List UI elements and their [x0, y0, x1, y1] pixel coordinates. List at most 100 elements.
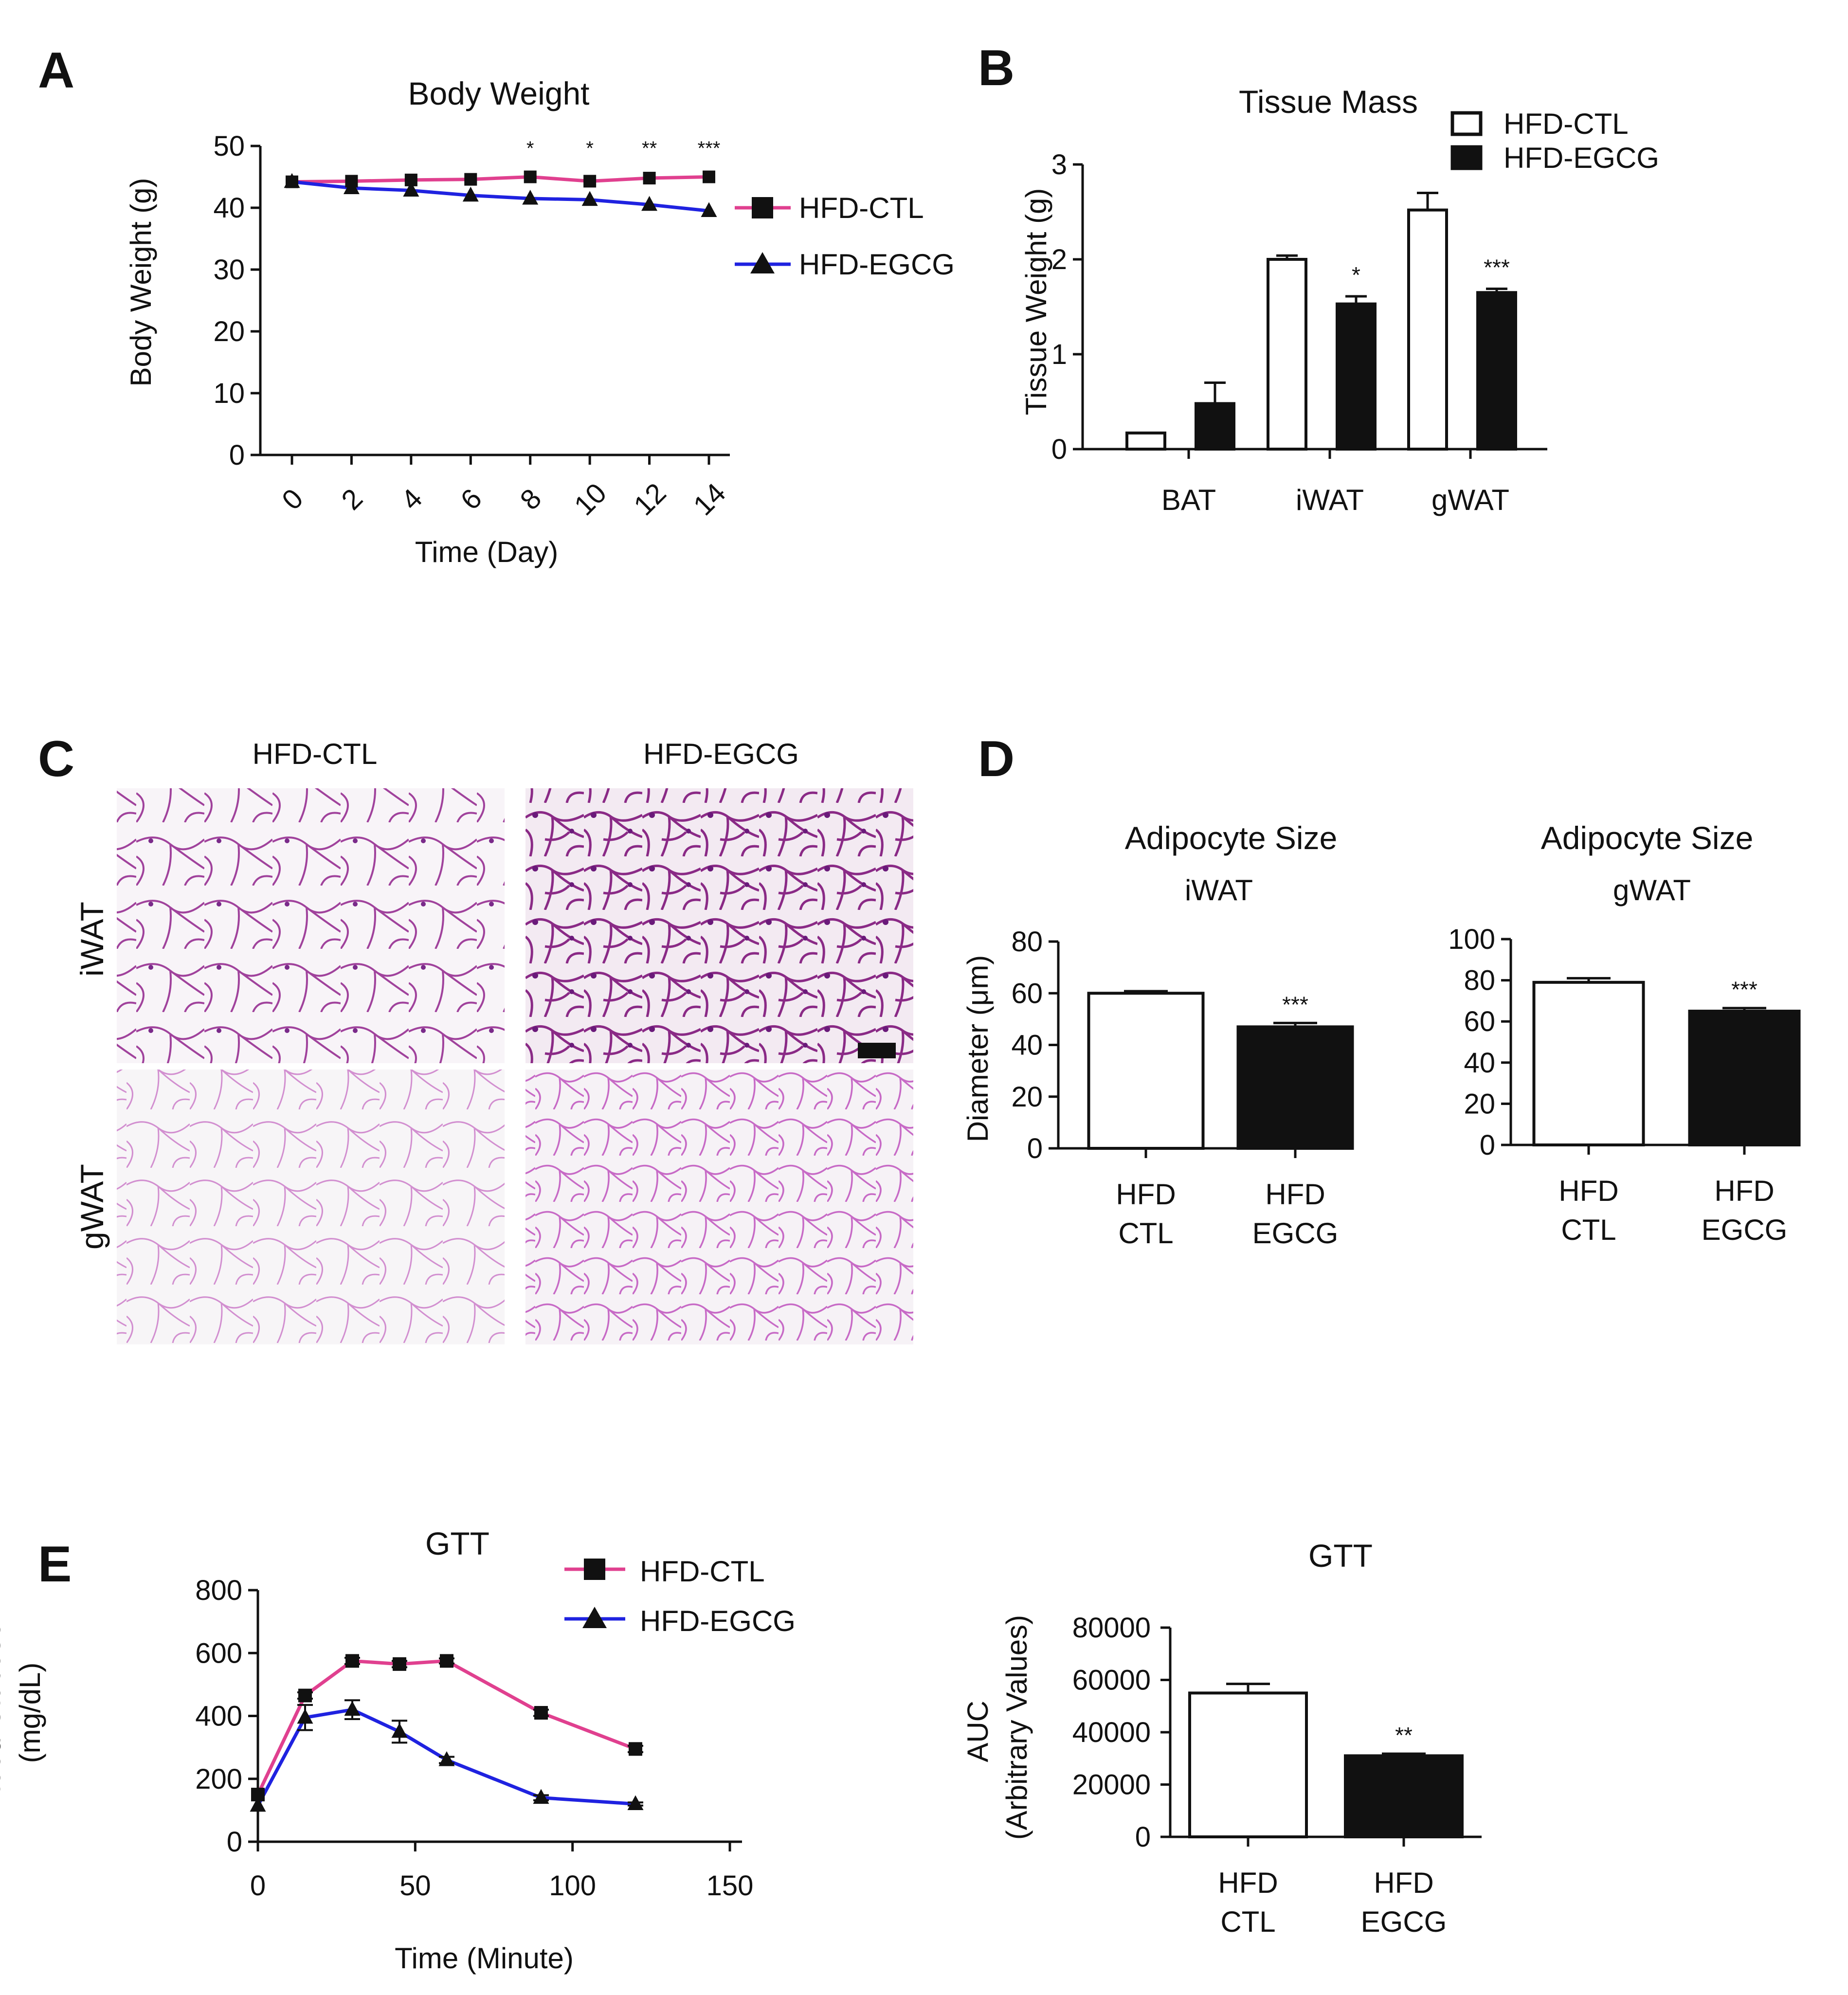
data-point-egcg	[438, 1751, 455, 1766]
x-tick-label: HFD CTL	[1218, 1867, 1278, 1938]
x-tick-label-line: HFD	[1265, 1178, 1325, 1211]
bar-bat-ctl	[1125, 431, 1166, 451]
y-tick-label: 40	[213, 192, 245, 224]
significance-label: *	[586, 138, 594, 159]
y-tick-label: 100	[1448, 924, 1495, 955]
significance-label: ***	[1282, 992, 1308, 1017]
bar-gwat-egcg	[1476, 291, 1517, 451]
data-point-ctl	[440, 1654, 453, 1668]
chart-subtitle: iWAT	[1185, 874, 1253, 907]
y-axis-label: Tissue Weight (g)	[1020, 188, 1052, 416]
chart-title: Body Weight	[408, 75, 590, 111]
x-tick-label: HFD EGCG	[1702, 1175, 1788, 1246]
series-line-egcg	[291, 180, 709, 213]
legend-marker-egcg	[582, 1607, 607, 1628]
histology-image-iwat-egcg	[525, 788, 913, 1063]
histology-image-iwat-ctl	[117, 788, 505, 1063]
data-point-egcg	[462, 186, 479, 202]
x-tick-label-line: CTL	[1118, 1217, 1173, 1250]
y-tick-label: 40	[1011, 1030, 1043, 1061]
chart-gtt-curve: GTT Time (Minute) Blood Glucose (mg/dL) …	[0, 1525, 796, 1975]
chart-gtt-auc: GTT AUC (Arbitrary Values) 0 20000 40000 60…	[961, 1538, 1482, 1938]
histology-image-gwat-ctl	[117, 1070, 505, 1344]
x-tick-label: 14	[687, 477, 732, 522]
x-tick-label: 0	[276, 483, 309, 516]
panel-letter-d: D	[978, 731, 1015, 787]
data-point-egcg	[250, 1796, 266, 1812]
y-axis-label-line1: AUC	[961, 1701, 994, 1762]
y-tick-label: 50	[213, 130, 245, 162]
histology-panel: HFD-CTL HFD-EGCG iWAT gWAT	[74, 738, 913, 1344]
y-tick-label: 80	[1011, 926, 1043, 958]
x-tick-label-line: HFD	[1116, 1178, 1176, 1211]
y-axis-label-line2: (Arbitrary Values)	[1000, 1615, 1033, 1840]
x-tick-label-line: EGCG	[1361, 1905, 1447, 1938]
data-point-ctl	[298, 1688, 312, 1703]
data-point-ctl	[464, 173, 477, 186]
y-tick-label: 0	[1480, 1129, 1495, 1161]
data-point-ctl	[703, 170, 715, 183]
significance-label: **	[642, 138, 657, 159]
panel-letter-b: B	[978, 40, 1015, 96]
data-point-egcg	[533, 1789, 549, 1804]
significance-label: ***	[1731, 977, 1757, 1002]
x-tick-label: 2	[335, 483, 369, 516]
scale-bar	[858, 1043, 896, 1058]
y-axis-label: AUC (Arbitrary Values)	[961, 1615, 1033, 1840]
chart-title: GTT	[425, 1525, 489, 1561]
col-header-ctl: HFD-CTL	[253, 738, 378, 770]
y-tick-label: 800	[195, 1575, 242, 1606]
bar-bat-egcg	[1195, 402, 1235, 451]
y-tick-label: 20000	[1072, 1769, 1151, 1801]
significance-label: **	[1395, 1723, 1413, 1748]
y-axis-label-line1: Blood Glucose	[0, 1622, 6, 1812]
x-tick-label-line: EGCG	[1702, 1214, 1788, 1246]
x-tick-label: 100	[549, 1870, 596, 1902]
bar-ctl	[1087, 992, 1205, 1150]
data-point-ctl	[524, 170, 537, 183]
panel-letter-c: C	[38, 731, 74, 787]
x-tick-label: BAT	[1161, 484, 1216, 516]
x-tick-label-line: CTL	[1561, 1214, 1616, 1246]
chart-subtitle: gWAT	[1613, 874, 1691, 907]
x-tick-label: 150	[707, 1870, 754, 1902]
col-header-egcg: HFD-EGCG	[643, 738, 799, 770]
legend-swatch-egcg	[1450, 145, 1483, 170]
legend: HFD-CTL HFD-EGCG	[1450, 108, 1659, 174]
data-point-egcg	[344, 1701, 361, 1716]
bar-ctl	[1188, 1691, 1308, 1838]
y-tick-label: 0	[227, 1826, 242, 1858]
y-tick-label: 20	[213, 316, 245, 347]
histology-image-gwat-egcg	[525, 1070, 913, 1344]
x-tick-label: HFD CTL	[1116, 1178, 1176, 1250]
chart-title: GTT	[1308, 1538, 1373, 1574]
data-point-ctl	[629, 1742, 642, 1756]
row-header-gwat: gWAT	[74, 1164, 110, 1250]
data-point-egcg	[581, 191, 598, 206]
y-axis-label-line2: (mg/dL)	[14, 1663, 46, 1763]
x-tick-label: 4	[395, 483, 429, 516]
chart-tissue-mass: Tissue Mass Tissue Weight (g) 0 1 2 3 BAT iWA…	[1020, 84, 1659, 516]
data-point-egcg	[343, 179, 360, 194]
legend-marker-ctl	[752, 197, 773, 218]
bar-gwat-ctl	[1407, 208, 1448, 451]
y-tick-label: 40000	[1072, 1717, 1151, 1748]
y-tick-label: 80	[1464, 965, 1495, 997]
x-axis-label: Time (Minute)	[395, 1942, 574, 1975]
bar-iwat-ctl	[1267, 258, 1307, 451]
y-tick-label: 1	[1051, 339, 1067, 370]
y-tick-label: 2	[1051, 244, 1067, 275]
x-tick-label: iWAT	[1296, 484, 1364, 516]
row-header-iwat: iWAT	[74, 902, 110, 977]
y-tick-label: 0	[229, 439, 245, 471]
data-point-ctl	[534, 1706, 548, 1720]
x-tick-label: 12	[628, 477, 672, 522]
y-axis-label: Body Weight (g)	[125, 178, 157, 386]
legend-label-egcg: HFD-EGCG	[1504, 142, 1659, 174]
x-tick-label: 10	[568, 477, 613, 522]
y-tick-label: 200	[195, 1763, 242, 1795]
x-tick-label-line: HFD	[1714, 1175, 1774, 1207]
y-tick-label: 400	[195, 1701, 242, 1732]
